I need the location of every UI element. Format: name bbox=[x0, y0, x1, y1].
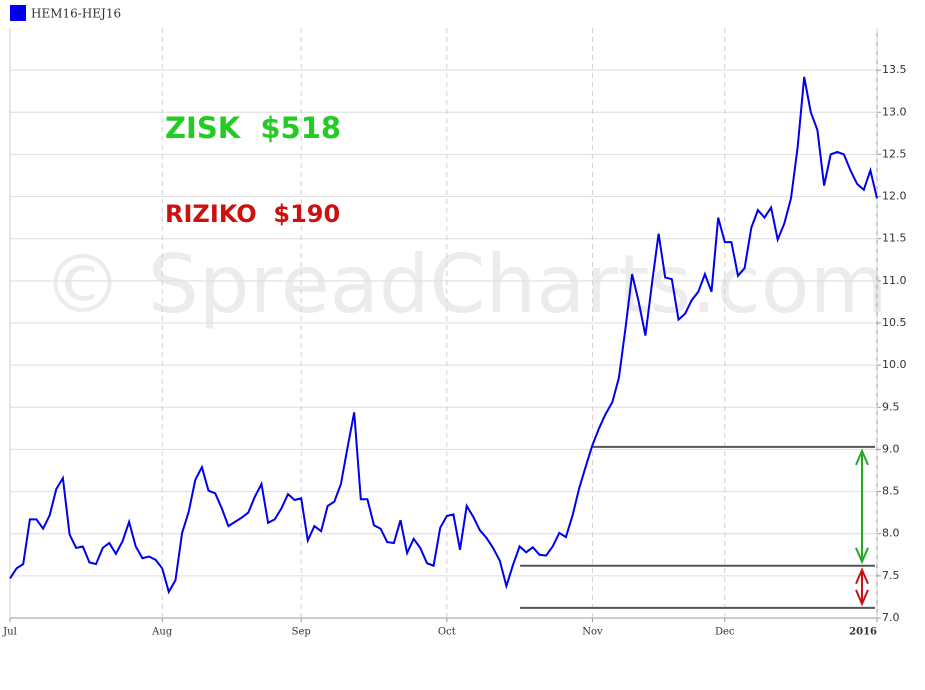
y-tick-label: 11.5 bbox=[882, 232, 907, 245]
x-tick-label: Dec bbox=[715, 627, 735, 638]
series-line bbox=[9, 76, 878, 595]
x-tick-label: Nov bbox=[582, 627, 603, 638]
x-tick-label: Oct bbox=[438, 627, 456, 638]
y-tick-label: 8.5 bbox=[882, 485, 900, 498]
y-tick-label: 9.5 bbox=[882, 400, 900, 413]
x-tick-label: Sep bbox=[292, 627, 311, 638]
legend-label: HEM16-HEJ16 bbox=[31, 7, 121, 21]
x-tick-label: 2016 bbox=[849, 627, 877, 638]
y-tick-label: 12.0 bbox=[882, 190, 907, 203]
x-tick-label: Jul bbox=[2, 627, 17, 638]
range-arrow bbox=[855, 567, 869, 607]
y-tick-label: 10.5 bbox=[882, 316, 907, 329]
y-tick-label: 11.0 bbox=[882, 274, 907, 287]
watermark: © SpreadCharts.com bbox=[43, 238, 888, 331]
legend-swatch bbox=[10, 5, 26, 21]
x-tick-label: Aug bbox=[151, 627, 173, 638]
y-tick-label: 10.0 bbox=[882, 358, 907, 371]
y-tick-label: 9.0 bbox=[882, 442, 900, 455]
y-tick-label: 13.5 bbox=[882, 63, 907, 76]
y-tick-label: 7.5 bbox=[882, 569, 900, 582]
range-arrow bbox=[855, 448, 869, 565]
y-tick-label: 13.0 bbox=[882, 105, 907, 118]
annotation: RIZIKO $190 bbox=[165, 200, 340, 228]
annotation: ZISK $518 bbox=[165, 111, 341, 145]
y-tick-label: 8.0 bbox=[882, 527, 900, 540]
y-tick-label: 12.5 bbox=[882, 147, 907, 160]
y-tick-label: 7.0 bbox=[882, 611, 900, 624]
